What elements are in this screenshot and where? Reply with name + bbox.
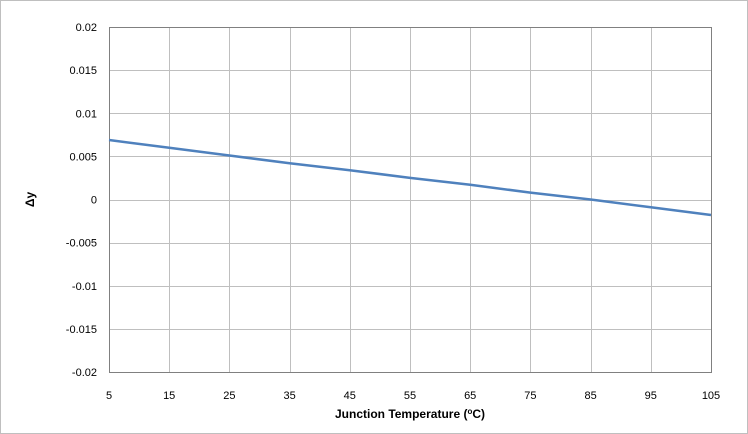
x-tick-label: 15	[163, 390, 175, 402]
x-axis-title: Junction Temperature (oC)	[335, 407, 485, 422]
x-tick-label: 95	[645, 390, 657, 402]
y-axis-title: Δy	[23, 192, 37, 208]
plot-area	[109, 27, 712, 373]
x-axis-title-unit: C)	[472, 407, 485, 421]
y-tick-label: -0.02	[72, 367, 97, 379]
x-axis-title-degree-superscript: o	[467, 407, 472, 416]
x-axis-title-main: Junction Temperature (	[335, 407, 467, 421]
y-tick-label: 0	[91, 195, 97, 207]
y-tick-label: 0.015	[69, 65, 97, 77]
x-tick-label: 75	[524, 390, 536, 402]
series-layer	[108, 138, 712, 217]
x-tick-label: 5	[106, 390, 112, 402]
x-tick-label: 85	[584, 390, 596, 402]
x-tick-labels: 5 15 25 35 45 55 65 75 85 95 105	[106, 390, 720, 402]
y-tick-label: 0.02	[76, 22, 97, 34]
y-tick-label: 0.01	[76, 108, 97, 120]
series-line	[108, 138, 712, 217]
x-tick-label: 55	[404, 390, 416, 402]
x-tick-label: 105	[702, 390, 720, 402]
x-tick-label: 45	[344, 390, 356, 402]
y-tick-labels: 0.02 0.015 0.01 0.005 0 -0.005 -0.01 -0.015 -0.0…	[66, 22, 97, 379]
grid-layer	[109, 27, 712, 373]
x-tick-label: 35	[283, 390, 295, 402]
y-tick-label: -0.005	[66, 238, 97, 250]
x-tick-label: 65	[464, 390, 476, 402]
y-tick-label: 0.005	[69, 151, 97, 163]
y-tick-label: -0.015	[66, 324, 97, 336]
x-tick-label: 25	[223, 390, 235, 402]
y-tick-label: -0.01	[72, 281, 97, 293]
